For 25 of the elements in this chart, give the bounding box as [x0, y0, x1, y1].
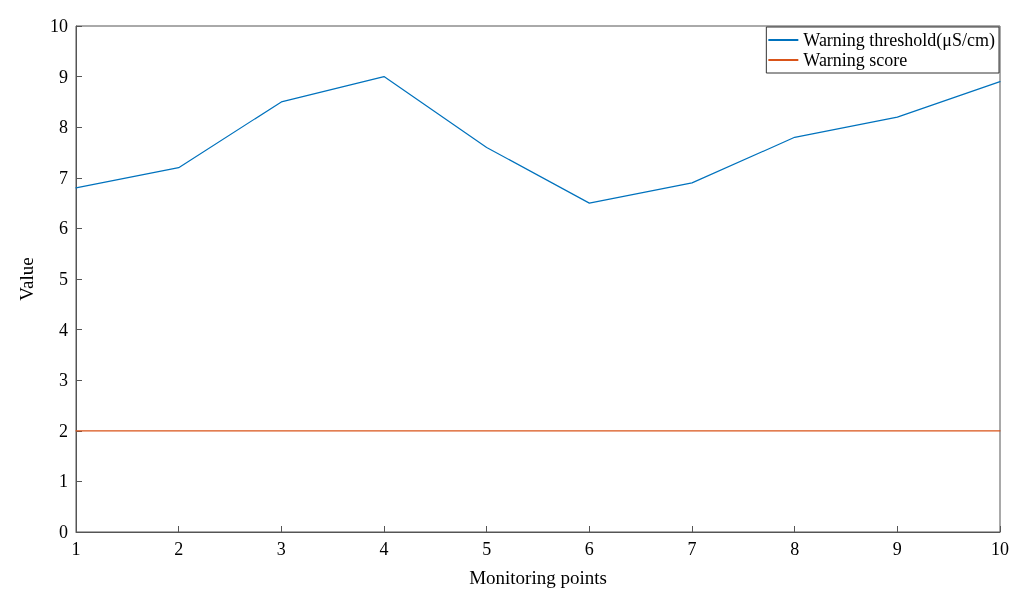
y-tick-label: 5 — [59, 269, 68, 289]
y-tick-label: 2 — [59, 420, 68, 441]
y-tick-label: 0 — [59, 522, 68, 542]
x-tick-label: 3 — [276, 539, 286, 559]
x-tick-label: 5 — [482, 539, 492, 559]
x-tick-label: 9 — [892, 539, 902, 559]
x-tick-label: 8 — [790, 539, 800, 559]
legend-label: Warning score — [803, 50, 908, 70]
y-tick-label: 1 — [59, 471, 68, 492]
x-tick-label: 4 — [379, 539, 389, 559]
y-tick-label: 6 — [59, 218, 68, 239]
y-tick-label: 10 — [50, 16, 68, 36]
line-series — [75, 76, 1001, 204]
y-tick-label: 3 — [59, 370, 68, 391]
x-tick-label: 6 — [584, 539, 594, 559]
y-axis-title: Value — [16, 257, 37, 301]
y-tick-label: 8 — [59, 117, 68, 138]
y-tick-label: 7 — [59, 167, 68, 188]
legend-label: Warning threshold(μS/cm) — [803, 30, 996, 51]
x-tick-label: 10 — [991, 539, 1009, 559]
x-tick-label: 2 — [174, 539, 184, 559]
y-tick-label: 4 — [59, 319, 68, 340]
x-tick-label: 7 — [687, 539, 697, 559]
y-tick-label: 9 — [59, 66, 68, 87]
x-axis-title: Monitoring points — [469, 567, 607, 588]
